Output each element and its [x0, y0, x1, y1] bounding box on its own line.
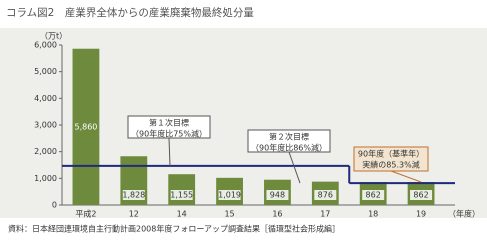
- y-tick-label: 2,000: [34, 147, 57, 156]
- value-label: 5,860: [74, 122, 97, 131]
- source: 資料：日本経団連環境自主行動計画2008年度フォローアップ調査結果［循環型社会形…: [8, 224, 340, 234]
- value-label-bg: [122, 190, 145, 200]
- chart-title: コラム図2 産業界全体からの産業廃棄物最終処分量: [6, 6, 254, 19]
- x-tick-label: 15: [224, 210, 234, 219]
- value-label: 862: [413, 191, 428, 200]
- callout-pointer: [390, 170, 422, 183]
- value-label: 1,019: [218, 191, 241, 200]
- x-tick-label: 16: [272, 210, 282, 219]
- x-tick-label: 平成2: [75, 209, 96, 219]
- value-label-bg: [218, 190, 241, 200]
- value-label-bg: [170, 190, 193, 200]
- value-label-bg: [362, 190, 385, 200]
- y-unit: （万t）: [40, 32, 67, 41]
- value-label: 1,155: [170, 191, 193, 200]
- value-label: 948: [270, 191, 285, 200]
- value-label: 1,828: [122, 191, 145, 200]
- x-unit: （年度）: [448, 209, 480, 219]
- callout-text: 第２次目標: [269, 132, 309, 142]
- value-label: 862: [366, 191, 381, 200]
- callout-text: （90年度比75%減）: [131, 129, 207, 139]
- bar: [72, 48, 100, 205]
- value-label-bg: [314, 190, 337, 200]
- x-tick-label: 12: [129, 210, 139, 219]
- x-tick-label: 17: [320, 210, 330, 219]
- callout-text: 実績の85.3%減: [362, 160, 419, 170]
- value-label-bg: [410, 190, 433, 200]
- x-tick-label: 14: [177, 210, 187, 219]
- callout-pointer: [168, 137, 171, 166]
- y-tick-label: 5,000: [34, 67, 57, 76]
- callout-box: [353, 146, 429, 172]
- callout-pointer: [288, 151, 301, 184]
- callout-box: [127, 115, 211, 139]
- x-tick-label: 19: [416, 210, 426, 219]
- x-tick-label: 18: [368, 210, 378, 219]
- y-tick-label: 0: [52, 201, 57, 210]
- value-label: 876: [318, 191, 333, 200]
- value-label-bg: [266, 190, 289, 200]
- y-tick-label: 1,000: [34, 174, 57, 183]
- callout-text: 90年度（基準年）: [358, 149, 424, 159]
- callout-text: 第１次目標: [149, 118, 189, 128]
- callout-box: [247, 129, 331, 153]
- y-tick-label: 6,000: [34, 41, 57, 50]
- callout-text: （90年度比86%減）: [251, 143, 327, 153]
- y-tick-label: 4,000: [34, 94, 57, 103]
- y-tick-label: 3,000: [34, 121, 57, 130]
